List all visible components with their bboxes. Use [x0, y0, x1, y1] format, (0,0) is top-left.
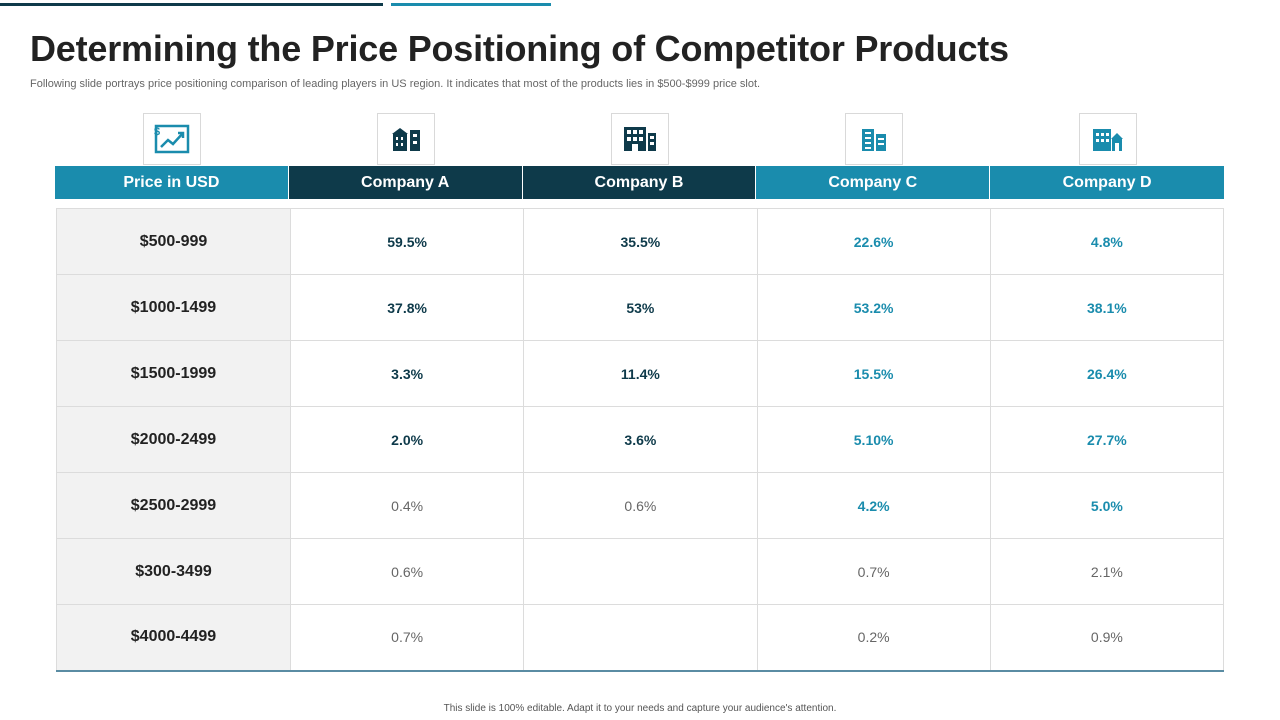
table-row: $300-3499 0.6% 0.7% 2.1%	[56, 538, 1225, 605]
price-positioning-table: $500-999 59.5% 35.5% 22.6% 4.8% $1000-14…	[56, 208, 1225, 672]
header-company-c: Company C	[756, 166, 991, 199]
price-cell: $500-999	[56, 208, 291, 275]
company-c-cell: 0.7%	[756, 538, 991, 605]
company-a-cell: 2.0%	[289, 406, 525, 473]
company-a-cell: 3.3%	[289, 340, 525, 407]
company-c-cell: 22.6%	[756, 208, 991, 275]
price-cell: $1000-1499	[56, 274, 291, 341]
company-d-cell: 38.1%	[989, 274, 1225, 341]
table-row: $1000-1499 37.8% 53% 53.2% 38.1%	[56, 274, 1225, 341]
company-c-building-icon	[845, 113, 903, 165]
table-row: $2500-2999 0.4% 0.6% 4.2% 5.0%	[56, 472, 1225, 539]
company-c-cell: 4.2%	[756, 472, 991, 539]
company-d-cell: 0.9%	[989, 604, 1225, 671]
company-d-cell: 27.7%	[989, 406, 1225, 473]
header-company-d: Company D	[990, 166, 1224, 199]
company-b-cell	[523, 538, 758, 605]
company-b-cell: 53%	[523, 274, 758, 341]
page-title: Determining the Price Positioning of Com…	[30, 28, 1009, 69]
price-cell: $4000-4499	[56, 604, 291, 671]
company-d-building-icon	[1079, 113, 1137, 165]
company-a-cell: 0.7%	[289, 604, 525, 671]
footer-note: This slide is 100% editable. Adapt it to…	[443, 703, 837, 714]
company-d-cell: 26.4%	[989, 340, 1225, 407]
company-b-building-icon	[611, 113, 669, 165]
price-cell: $300-3499	[56, 538, 291, 605]
company-d-cell: 2.1%	[989, 538, 1225, 605]
company-a-cell: 0.6%	[289, 538, 525, 605]
company-b-cell: 0.6%	[523, 472, 758, 539]
company-c-cell: 0.2%	[756, 604, 991, 671]
company-d-cell: 4.8%	[989, 208, 1225, 275]
company-b-cell	[523, 604, 758, 671]
header-price-in-usd: Price in USD	[55, 166, 289, 199]
company-b-cell: 35.5%	[523, 208, 758, 275]
header-company-a: Company A	[288, 166, 523, 199]
table-row: $2000-2499 2.0% 3.6% 5.10% 27.7%	[56, 406, 1225, 473]
price-growth-icon: $	[143, 113, 201, 165]
company-a-building-icon	[377, 113, 435, 165]
table-row: $500-999 59.5% 35.5% 22.6% 4.8%	[56, 208, 1225, 275]
price-cell: $1500-1999	[56, 340, 291, 407]
company-b-cell: 3.6%	[523, 406, 758, 473]
table-row: $4000-4499 0.7% 0.2% 0.9%	[56, 604, 1225, 671]
top-accent-bar-dark	[0, 3, 383, 6]
svg-text:$: $	[154, 126, 160, 138]
top-accent-bar-teal	[391, 3, 551, 6]
company-a-cell: 0.4%	[289, 472, 525, 539]
company-c-cell: 5.10%	[756, 406, 991, 473]
company-c-cell: 53.2%	[756, 274, 991, 341]
company-a-cell: 37.8%	[289, 274, 525, 341]
company-c-cell: 15.5%	[756, 340, 991, 407]
header-company-b: Company B	[522, 166, 757, 199]
page-subtitle: Following slide portrays price positioni…	[30, 78, 761, 90]
table-header-row: Price in USD Company A Company B Company…	[55, 166, 1224, 199]
price-cell: $2000-2499	[56, 406, 291, 473]
company-b-cell: 11.4%	[523, 340, 758, 407]
price-cell: $2500-2999	[56, 472, 291, 539]
company-d-cell: 5.0%	[989, 472, 1225, 539]
table-row: $1500-1999 3.3% 11.4% 15.5% 26.4%	[56, 340, 1225, 407]
company-a-cell: 59.5%	[289, 208, 525, 275]
